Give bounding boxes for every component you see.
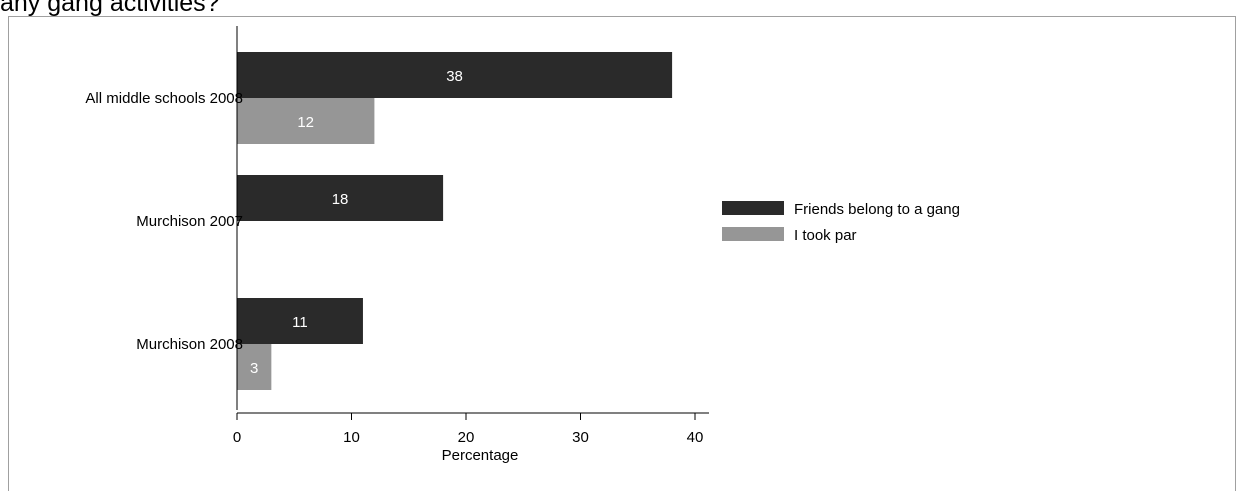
chart-frame: [8, 16, 1236, 491]
x-axis-title: Percentage: [442, 447, 519, 464]
bar-value-label: 12: [297, 114, 314, 131]
category-label: All middle schools 2008: [85, 90, 243, 107]
bar-value-label: 38: [446, 68, 463, 85]
bar-chart: 38 18 11 12 3 All middle schools 2008 Murchiso…: [85, 26, 960, 464]
bar-value-label: 18: [332, 191, 349, 208]
x-tick-label: 20: [458, 429, 475, 446]
x-tick-label: 30: [572, 429, 589, 446]
legend-label: Friends belong to a gang: [794, 201, 960, 218]
bar-value-label: 11: [292, 314, 308, 331]
x-tick-label: 0: [233, 429, 241, 446]
category-label: Murchison 2008: [136, 336, 243, 353]
bar-friends-2: [237, 298, 363, 344]
bar-took-part-0: [237, 98, 375, 144]
bar-friends-0: [237, 52, 673, 98]
bar-took-part-2: [237, 344, 272, 390]
category-label: Murchison 2007: [136, 213, 243, 230]
bar-friends-1: [237, 175, 444, 221]
chart-title: any gang activities?: [0, 0, 220, 17]
legend-swatch: [722, 201, 784, 215]
bar-value-label: 3: [250, 360, 258, 377]
x-tick-label: 10: [343, 429, 360, 446]
legend-label: I took par: [794, 227, 857, 244]
legend-swatch: [722, 227, 784, 241]
x-tick-label: 40: [687, 429, 704, 446]
